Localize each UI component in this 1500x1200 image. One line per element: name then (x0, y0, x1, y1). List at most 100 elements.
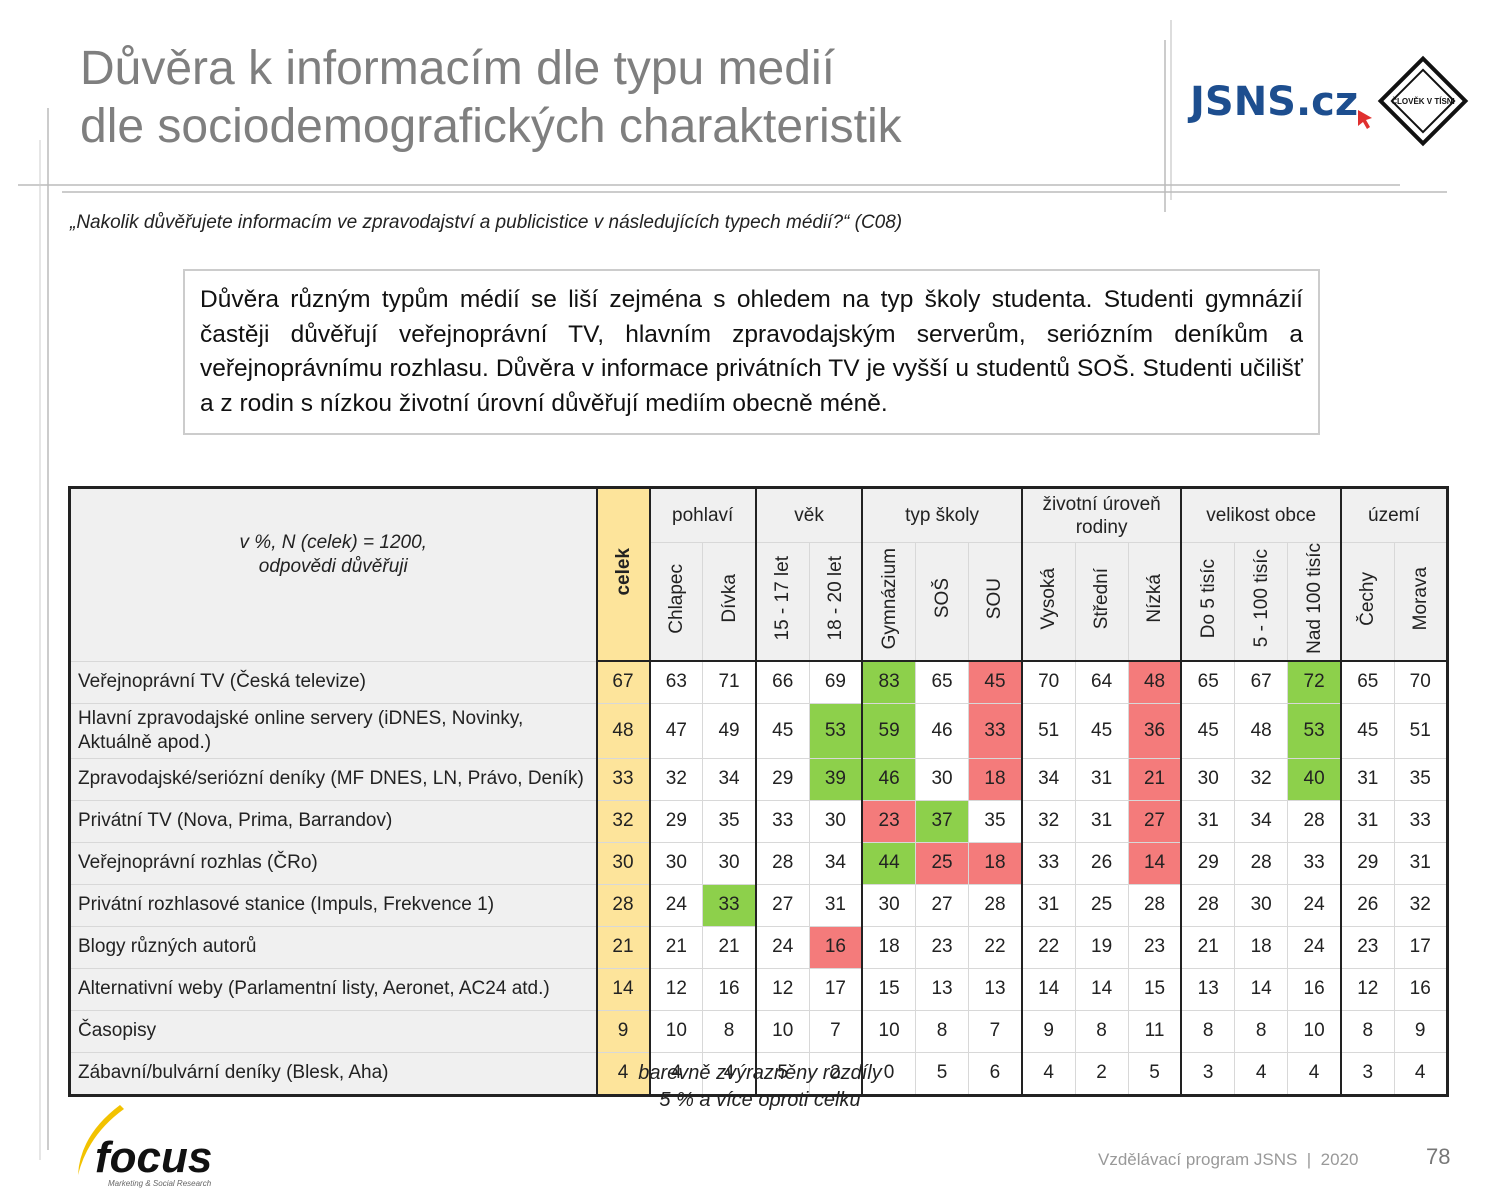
cell: 47 (648, 702, 704, 759)
cell: 33 (1020, 841, 1076, 885)
column-header: Střední (1074, 542, 1129, 662)
cell: 29 (1339, 841, 1395, 885)
cell: 48 (595, 702, 650, 759)
cell: 13 (914, 967, 970, 1011)
data-row: Blogy různých autorů 21 21 21 24 16 18 23 22 22 19… (69, 925, 1448, 969)
cell: 30 (861, 883, 916, 927)
row-label: Hlavní zpravodajské online servery (iDNE… (69, 702, 597, 759)
cell: 45 (1180, 702, 1236, 759)
cell: 10 (754, 1009, 810, 1053)
cell: 27 (914, 883, 970, 927)
cell: 27 (754, 883, 810, 927)
cell: 14 (595, 967, 650, 1011)
cell: 29 (648, 799, 704, 843)
column-header: Nad 100 tisíc (1287, 542, 1342, 662)
cell: 30 (648, 841, 704, 885)
header-row: Chlapec Dívka 15 - 17 let 18 - 20 let Gymnáz… (70, 542, 1448, 662)
column-header: Čechy (1339, 542, 1395, 662)
cell: 26 (1339, 883, 1395, 927)
cell: 70 (1020, 660, 1076, 704)
data-row: Privátní rozhlasové stanice (Impuls, Fre… (69, 883, 1448, 927)
column-label: 18 - 20 let (824, 556, 846, 641)
cell: 32 (595, 799, 650, 843)
cell: 8 (1074, 1009, 1129, 1053)
cell: 4 (648, 1051, 704, 1096)
column-header: SOU (968, 542, 1023, 662)
cell: 69 (808, 660, 863, 704)
data-row: Alternativní weby (Parlamentní listy, Ae… (69, 967, 1448, 1011)
note: barevně zvýrazněny rozdíly 5 % a více op… (560, 1060, 960, 1114)
cell: 31 (808, 883, 863, 927)
cell: 31 (1339, 799, 1395, 843)
column-label: Střední (1091, 567, 1113, 630)
cell: 7 (968, 1009, 1023, 1053)
cell: 70 (1393, 660, 1448, 704)
row-label: Privátní rozhlasové stanice (Impuls, Fre… (69, 883, 597, 927)
cell: 3 (1180, 1051, 1236, 1096)
header-row: v %, N (celek) = 1200, odpovědi důvěřuji c… (69, 487, 1448, 662)
focus-logo: focus (95, 1133, 212, 1182)
cell: 32 (1234, 757, 1289, 801)
data-row: Privátní TV (Nova, Prima, Barrandov) 32 29… (69, 799, 1448, 843)
cell: 10 (861, 1009, 916, 1053)
cell: 45 (1074, 702, 1129, 759)
cell: 23 (1127, 925, 1182, 969)
cell: 33 (595, 757, 650, 801)
column-header: Nízká (1127, 542, 1182, 662)
cell: 4 (1020, 1051, 1076, 1096)
cell: 8 (1339, 1009, 1395, 1053)
cell: 33 (1287, 841, 1342, 885)
column-label: Nízká (1144, 574, 1166, 623)
column-header: 15 - 17 let (754, 542, 810, 662)
cell: 40 (1287, 757, 1342, 801)
cell: 14 (1074, 967, 1129, 1011)
title-line: Důvěra k informacím dle typu medií (80, 42, 835, 95)
cell: 67 (1234, 660, 1289, 704)
corner: v %, N (celek) = 1200, odpovědi důvěřuji (69, 487, 597, 662)
cell: 0 (861, 1051, 916, 1096)
cell: 21 (1180, 925, 1236, 969)
data-row: Časopisy 9 10 8 10 7 10 8 7 9 8 11 8 8 10 8 9 (69, 1009, 1448, 1053)
cell: 45 (968, 660, 1023, 704)
column-label: celek (612, 547, 634, 596)
cell: 16 (702, 967, 757, 1011)
cell: 28 (595, 883, 650, 927)
cell: 3 (1339, 1051, 1395, 1096)
question: „Nakolik důvěřujete informacím ve zpravo… (70, 212, 903, 233)
cell: 45 (754, 702, 810, 759)
column-label: Nad 100 tisíc (1303, 543, 1325, 654)
cell: 22 (1020, 925, 1076, 969)
group-label: typ školy (861, 487, 1023, 543)
cell: 21 (1127, 757, 1182, 801)
data-row: Zpravodajské/seriózní deníky (MF DNES, L… (69, 757, 1448, 801)
cell: 53 (808, 702, 863, 759)
column-label: Dívka (718, 574, 740, 623)
cell: 34 (808, 841, 863, 885)
cell: 18 (968, 757, 1023, 801)
column-label: Chlapec (665, 563, 687, 634)
cell: 28 (1180, 883, 1236, 927)
cell: 28 (754, 841, 810, 885)
row-label: Veřejnoprávní TV (Česká televize) (69, 660, 597, 704)
cell: 32 (1393, 883, 1448, 927)
cell: 4 (1393, 1051, 1448, 1096)
cell: 28 (1127, 883, 1182, 927)
cell: 7 (808, 1009, 863, 1053)
logo-jsns: JSNS.cz (1187, 79, 1358, 125)
cell: 48 (1234, 702, 1289, 759)
cell: 28 (1287, 799, 1342, 843)
cell: 2 (1074, 1051, 1129, 1096)
cell: 66 (754, 660, 810, 704)
cell: 11 (1127, 1009, 1182, 1053)
cell: 30 (808, 799, 863, 843)
column-label: SOŠ (931, 578, 953, 619)
cell: 18 (968, 841, 1023, 885)
cell: 16 (1393, 967, 1448, 1011)
cell: 24 (648, 883, 704, 927)
cell: 13 (1180, 967, 1236, 1011)
cell: 53 (1287, 702, 1342, 759)
column-header: Vysoká (1020, 542, 1076, 662)
cell: 65 (1339, 660, 1395, 704)
row-label: Alternativní weby (Parlamentní listy, Ae… (69, 967, 597, 1011)
